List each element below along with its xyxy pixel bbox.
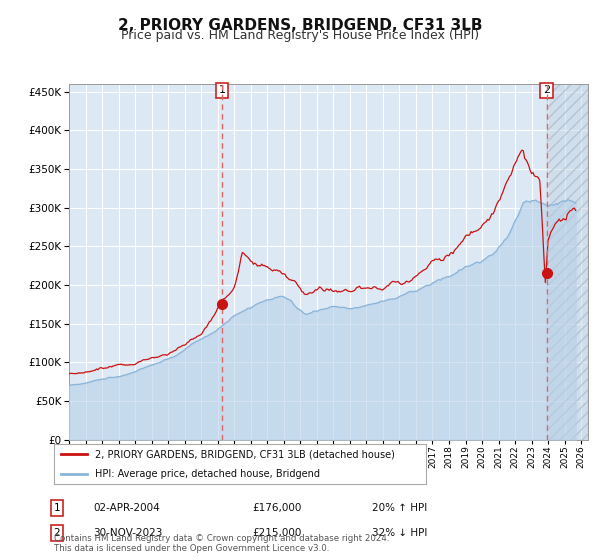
Text: 1: 1 <box>218 85 226 95</box>
Text: 2, PRIORY GARDENS, BRIDGEND, CF31 3LB (detached house): 2, PRIORY GARDENS, BRIDGEND, CF31 3LB (d… <box>95 449 395 459</box>
Text: 1: 1 <box>53 503 61 513</box>
Text: 20% ↑ HPI: 20% ↑ HPI <box>372 503 427 513</box>
Text: 2: 2 <box>53 528 61 538</box>
Text: 2: 2 <box>543 85 550 95</box>
Text: Contains HM Land Registry data © Crown copyright and database right 2024.
This d: Contains HM Land Registry data © Crown c… <box>54 534 389 553</box>
Text: 30-NOV-2023: 30-NOV-2023 <box>93 528 163 538</box>
Text: £215,000: £215,000 <box>252 528 301 538</box>
Text: Price paid vs. HM Land Registry's House Price Index (HPI): Price paid vs. HM Land Registry's House … <box>121 29 479 42</box>
Text: HPI: Average price, detached house, Bridgend: HPI: Average price, detached house, Brid… <box>95 469 320 479</box>
Text: £176,000: £176,000 <box>252 503 301 513</box>
Text: 32% ↓ HPI: 32% ↓ HPI <box>372 528 427 538</box>
Text: 02-APR-2004: 02-APR-2004 <box>93 503 160 513</box>
Bar <box>547 84 588 440</box>
Text: 2, PRIORY GARDENS, BRIDGEND, CF31 3LB: 2, PRIORY GARDENS, BRIDGEND, CF31 3LB <box>118 18 482 33</box>
